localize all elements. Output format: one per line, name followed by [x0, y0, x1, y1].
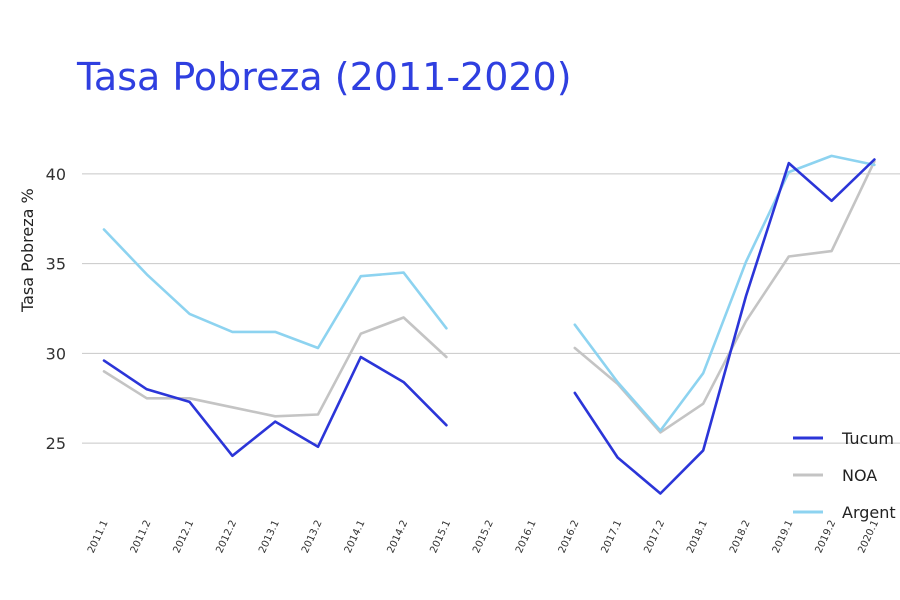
- x-tick-label: 2012.1: [172, 519, 197, 555]
- x-tick-label: 2016.2: [557, 519, 582, 555]
- x-tick-label: 2011.2: [129, 519, 154, 555]
- y-tick-label: 40: [46, 165, 66, 184]
- legend: Tucum NOA Argent: [793, 429, 896, 522]
- series-line-argent: [102, 228, 448, 350]
- y-axis-ticks: 25 30 35 40: [46, 165, 66, 453]
- gridlines: [82, 173, 900, 444]
- y-tick-label: 35: [46, 255, 66, 274]
- x-axis-ticks: 2011.1 2011.2 2012.1 2012.2 2013.1 2013.2 2014…: [86, 519, 881, 555]
- x-tick-label: 2017.2: [642, 519, 667, 555]
- x-tick-label: 2020.1: [856, 519, 881, 555]
- x-tick-label: 2014.2: [386, 519, 411, 555]
- x-tick-label: 2018.1: [685, 519, 710, 555]
- chart-title: Tasa Pobreza (2011-2020): [76, 55, 572, 99]
- x-tick-label: 2013.1: [257, 519, 282, 555]
- legend-label: Argent: [842, 503, 896, 522]
- series-lines: [102, 154, 876, 495]
- x-tick-label: 2018.2: [728, 519, 753, 555]
- x-tick-label: 2015.2: [471, 519, 496, 555]
- x-tick-label: 2016.1: [514, 519, 539, 555]
- x-tick-label: 2017.1: [600, 519, 625, 555]
- y-tick-label: 30: [46, 344, 66, 363]
- series-line-noa: [573, 160, 876, 434]
- y-axis-label: Tasa Pobreza %: [18, 188, 37, 313]
- x-tick-label: 2012.2: [214, 519, 239, 555]
- series-line-tucum: [102, 355, 448, 458]
- series-line-tucum: [573, 158, 876, 495]
- x-tick-label: 2015.1: [428, 519, 453, 555]
- legend-label: NOA: [842, 466, 877, 485]
- legend-label: Tucum: [841, 429, 894, 448]
- x-tick-label: 2019.1: [771, 519, 796, 555]
- y-tick-label: 25: [46, 434, 66, 453]
- x-tick-label: 2011.1: [86, 519, 111, 555]
- x-tick-label: 2019.2: [814, 519, 839, 555]
- x-tick-label: 2013.2: [300, 519, 325, 555]
- series-line-noa: [102, 316, 448, 418]
- x-tick-label: 2014.1: [343, 519, 368, 555]
- series-line-argent: [573, 154, 876, 432]
